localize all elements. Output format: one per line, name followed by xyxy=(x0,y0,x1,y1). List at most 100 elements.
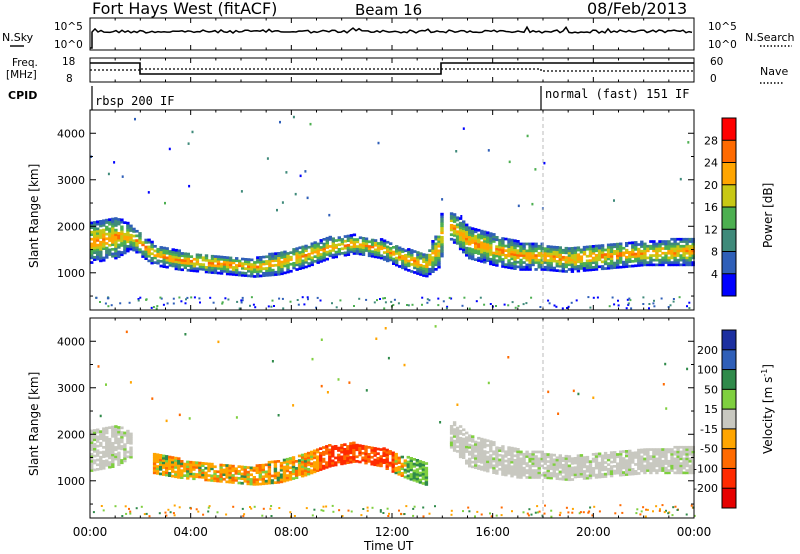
data-cell xyxy=(250,265,254,269)
data-cell xyxy=(268,269,272,272)
data-cell xyxy=(455,230,460,233)
data-cell xyxy=(162,303,165,306)
data-cell xyxy=(640,240,644,244)
data-cell xyxy=(213,269,218,272)
data-cell xyxy=(375,337,378,340)
data-cell xyxy=(240,481,244,485)
data-cell xyxy=(418,474,423,477)
data-cell xyxy=(123,454,127,458)
data-cell xyxy=(228,272,233,276)
data-cell xyxy=(111,430,115,434)
data-cell xyxy=(361,239,366,242)
data-cell xyxy=(637,250,641,253)
data-cell xyxy=(531,249,535,253)
data-cell xyxy=(546,467,550,470)
data-cell xyxy=(552,474,556,478)
data-cell xyxy=(265,271,269,275)
data-cell xyxy=(395,263,399,267)
data-cell xyxy=(228,478,232,482)
data-cell xyxy=(477,240,481,244)
data-cell xyxy=(240,301,243,304)
data-cell xyxy=(228,469,232,472)
data-cell xyxy=(537,473,541,477)
data-cell xyxy=(419,270,423,274)
data-cell xyxy=(673,452,677,456)
data-cell xyxy=(288,473,293,476)
data-cell xyxy=(184,302,187,305)
data-cell xyxy=(664,469,668,472)
data-cell xyxy=(271,257,275,260)
data-cell xyxy=(479,296,482,299)
colorbar-tick-label: 100 xyxy=(697,364,718,377)
data-cell xyxy=(152,455,157,458)
data-cell xyxy=(297,303,300,306)
data-cell xyxy=(609,472,614,475)
data-cell xyxy=(180,471,184,475)
data-cell xyxy=(634,264,638,268)
data-cell xyxy=(102,219,106,223)
data-cell xyxy=(480,444,484,448)
data-cell xyxy=(285,478,290,482)
data-cell xyxy=(340,443,344,447)
data-cell xyxy=(334,463,338,467)
data-cell xyxy=(688,247,692,250)
data-cell xyxy=(306,296,309,299)
data-cell xyxy=(652,249,656,253)
data-cell xyxy=(516,450,520,453)
data-cell xyxy=(123,221,127,224)
data-cell xyxy=(370,241,375,244)
data-cell xyxy=(96,253,100,256)
data-cell xyxy=(267,472,272,476)
data-cell xyxy=(468,247,472,250)
data-cell xyxy=(228,464,232,468)
data-cell xyxy=(576,246,581,250)
data-cell xyxy=(534,247,538,250)
data-cell xyxy=(400,472,404,475)
data-cell xyxy=(619,473,623,477)
data-cell xyxy=(238,259,242,263)
data-cell xyxy=(298,262,302,266)
data-cell xyxy=(373,463,377,467)
data-cell xyxy=(510,266,514,270)
data-cell xyxy=(458,441,463,445)
data-cell xyxy=(90,459,94,463)
data-cell xyxy=(548,302,551,305)
data-cell xyxy=(395,256,399,260)
data-cell xyxy=(552,453,556,457)
data-cell xyxy=(105,237,109,241)
data-cell xyxy=(370,448,374,452)
data-cell xyxy=(424,480,429,484)
data-cell xyxy=(90,436,94,440)
data-cell xyxy=(102,460,106,463)
data-cell xyxy=(646,508,649,511)
data-cell xyxy=(180,268,184,272)
data-cell xyxy=(558,253,562,256)
data-cell xyxy=(319,255,323,259)
data-cell xyxy=(286,263,290,267)
data-cell xyxy=(498,460,502,464)
data-cell xyxy=(280,253,284,257)
data-cell xyxy=(409,459,413,462)
data-cell xyxy=(243,468,247,471)
data-cell xyxy=(616,453,620,456)
data-cell xyxy=(550,509,553,512)
data-cell xyxy=(129,453,133,457)
data-cell xyxy=(462,236,466,240)
data-cell xyxy=(634,255,638,258)
data-cell xyxy=(483,237,487,241)
data-cell xyxy=(625,262,629,266)
data-cell xyxy=(534,268,538,271)
data-cell xyxy=(519,261,523,264)
data-cell xyxy=(625,242,629,245)
data-cell xyxy=(246,466,250,469)
data-cell xyxy=(422,264,426,268)
data-cell xyxy=(96,435,100,439)
data-cell xyxy=(507,448,511,452)
data-cell xyxy=(294,467,299,470)
data-cell xyxy=(180,464,184,468)
data-cell xyxy=(431,240,435,243)
data-cell xyxy=(691,263,695,267)
data-cell xyxy=(667,251,671,255)
data-cell xyxy=(353,305,355,307)
data-cell xyxy=(678,296,681,299)
